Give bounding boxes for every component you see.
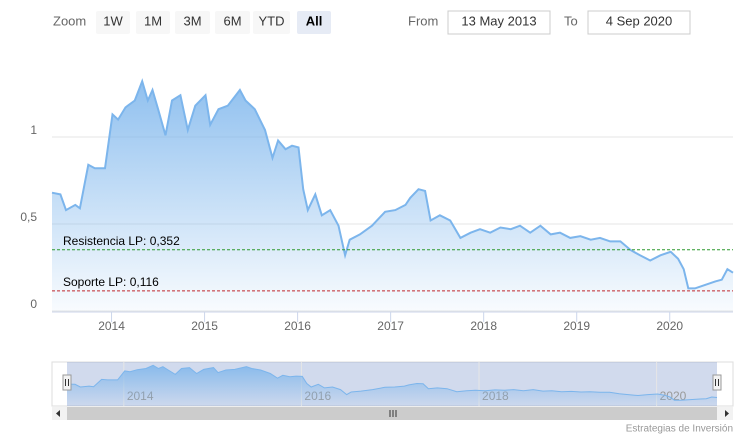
price-area-line [51, 78, 734, 290]
credits: Estrategias de Inversión [626, 424, 733, 435]
zoom-button[interactable] [297, 11, 331, 34]
navigator-handle-grip [65, 379, 69, 386]
zoom-button-label: 1M [144, 13, 162, 28]
zoom-button[interactable] [136, 11, 170, 34]
to-value: 4 Sep 2020 [606, 13, 673, 28]
plot-line-label: Resistencia LP: 0,352 [63, 234, 180, 248]
zoom-label: Zoom [53, 13, 86, 28]
to-input[interactable] [587, 10, 691, 35]
zoom-button-label: All [306, 13, 323, 28]
navigator-handle-grip [715, 379, 719, 386]
zoom-button[interactable] [253, 11, 290, 34]
x-tick-label: 2014 [98, 319, 125, 333]
y-tick-label: 1 [30, 123, 37, 137]
navigator-area-fill [67, 365, 717, 406]
zoom-button[interactable] [215, 11, 250, 34]
navigator-handle[interactable] [62, 374, 72, 391]
zoom-button-label: 6M [223, 13, 241, 28]
scrollbar-thumb[interactable] [67, 407, 717, 420]
zoom-button[interactable] [175, 11, 210, 34]
scrollbar-grip [389, 410, 397, 417]
zoom-button-label: YTD [259, 13, 285, 28]
x-tick-label: 2020 [656, 319, 683, 333]
x-tick-label: 2015 [191, 319, 218, 333]
x-tick-label: 2019 [563, 319, 590, 333]
y-tick-label: 0,5 [20, 210, 37, 224]
from-input[interactable] [447, 10, 551, 35]
y-tick-label: 0 [30, 297, 37, 311]
x-tick-label: 2017 [377, 319, 404, 333]
price-area-fill [52, 81, 733, 311]
scroll-right-arrow[interactable] [725, 410, 729, 417]
scroll-left-arrow[interactable] [56, 410, 60, 417]
navigator-handle[interactable] [712, 374, 722, 391]
from-label: From [408, 13, 438, 28]
zoom-button-label: 1W [103, 13, 123, 28]
to-label: To [564, 13, 578, 28]
x-tick-label: 2018 [470, 319, 497, 333]
from-value: 13 May 2013 [461, 13, 536, 28]
x-tick-label: 2016 [284, 319, 311, 333]
zoom-button-label: 3M [183, 13, 201, 28]
zoom-button[interactable] [96, 11, 130, 34]
navigator-area-line [66, 364, 718, 401]
plot-line-label: Soporte LP: 0,116 [63, 275, 159, 289]
